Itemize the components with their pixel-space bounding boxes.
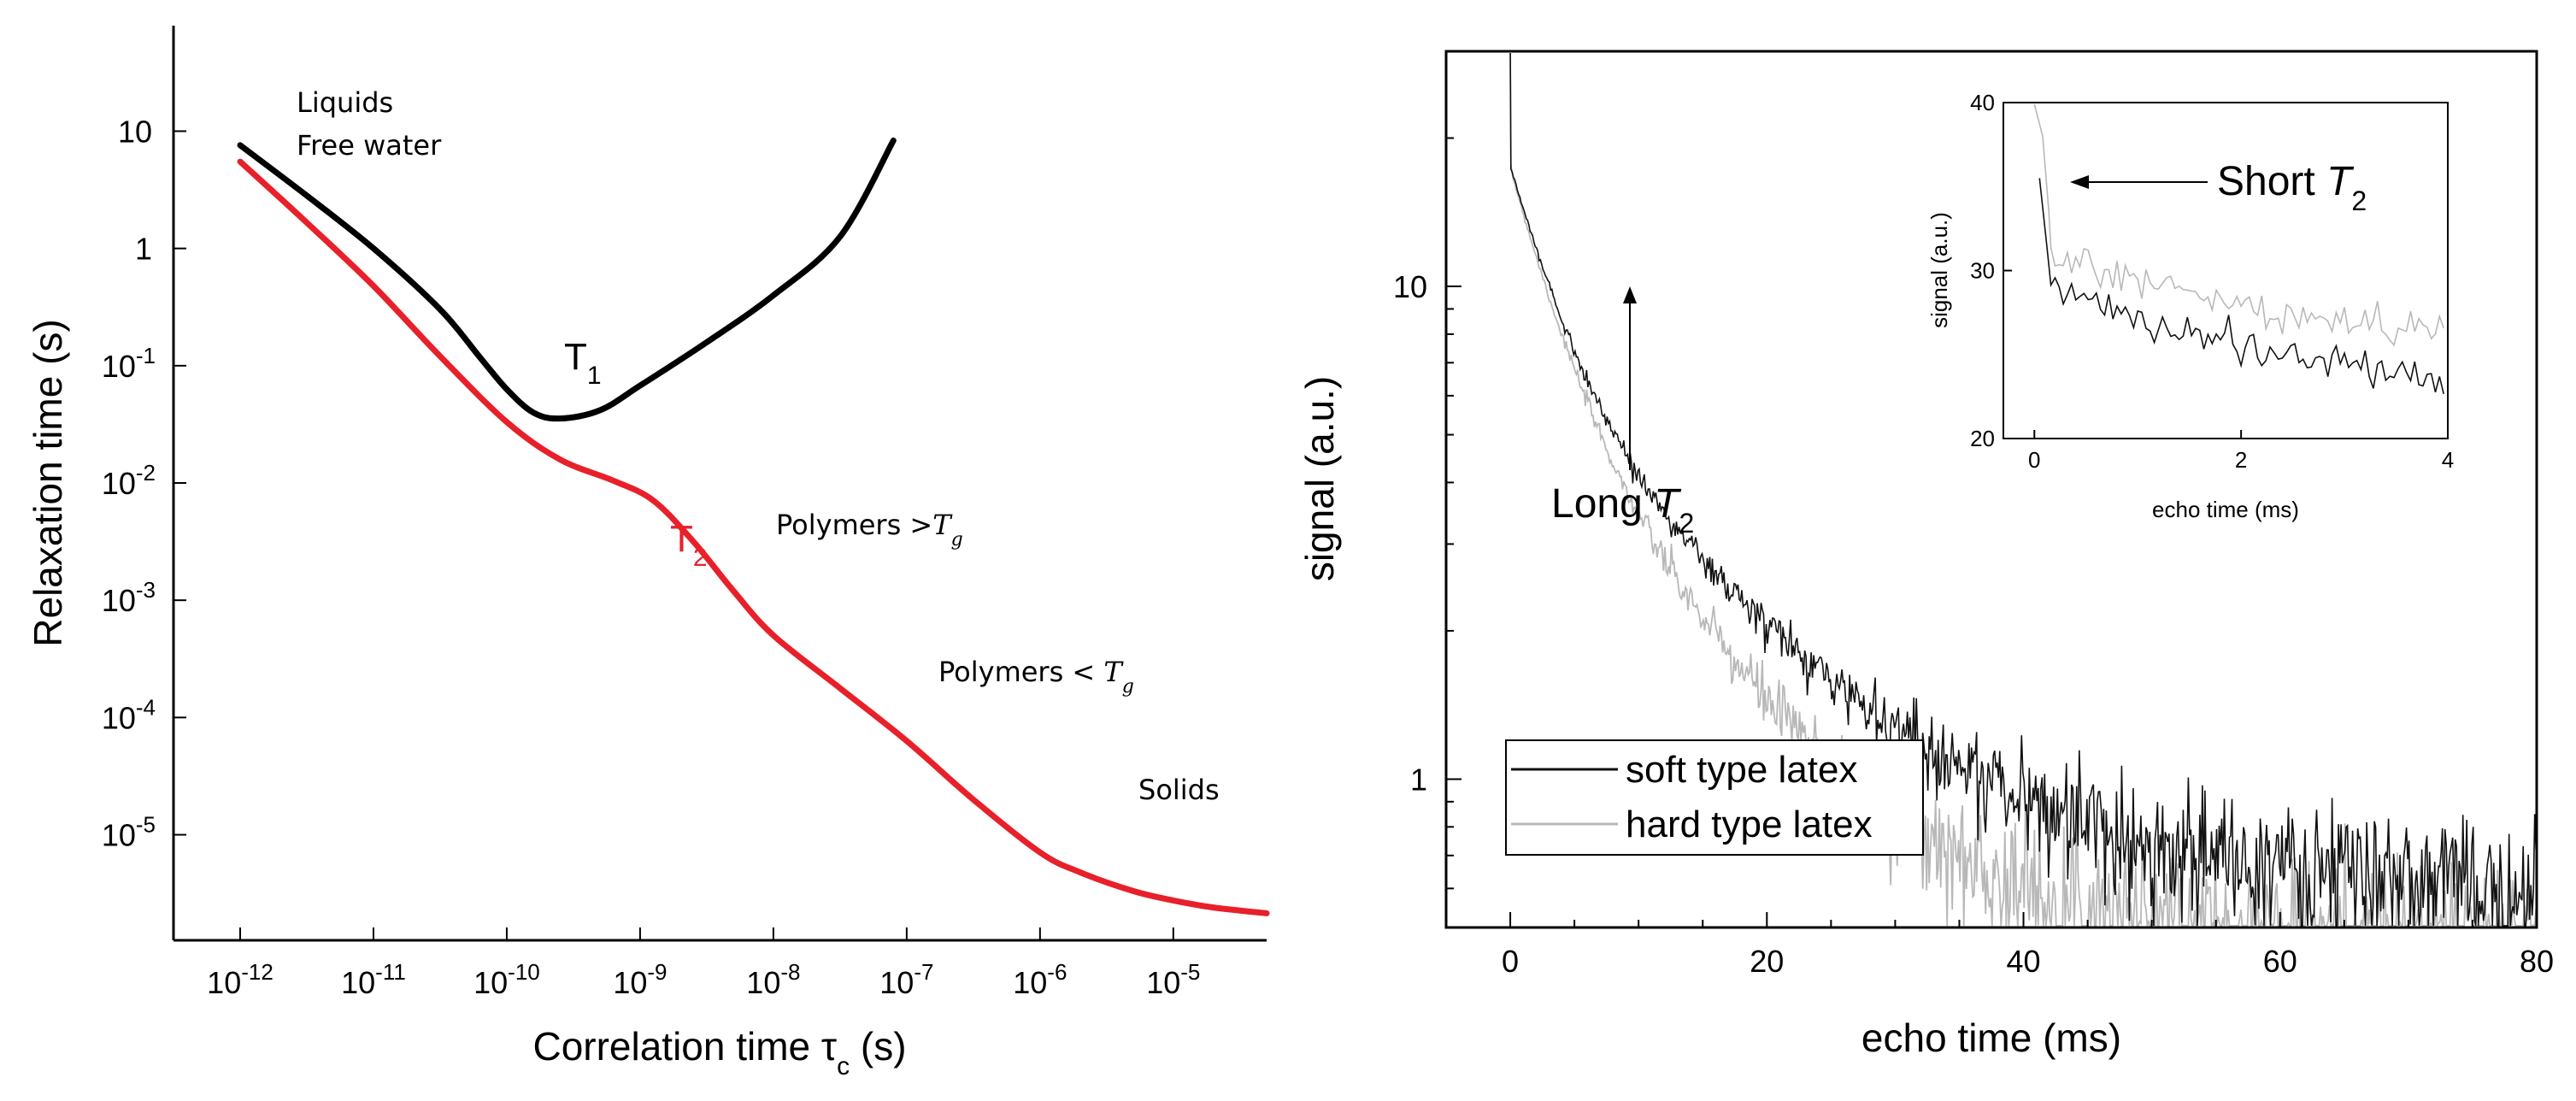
legend: soft type latex hard type latex	[1505, 739, 1924, 856]
y-axis-label: Relaxation time (s)	[26, 319, 70, 646]
x-axis-label: Correlation time τc (s)	[532, 1024, 906, 1080]
y-tick-label: 10-5	[102, 812, 156, 853]
y-tick-label: 10	[118, 114, 152, 149]
signal-y-label: signal (a.u.)	[1297, 376, 1342, 581]
annotation-free-water: Free water	[297, 129, 442, 162]
t1-curve-label: T1	[564, 336, 602, 390]
inset-x-tick-label: 4	[2442, 447, 2454, 473]
x-tick-label: 10-9	[613, 959, 667, 1000]
annotation-liquids: Liquids	[297, 86, 393, 119]
x-tick-label: 10-10	[473, 959, 540, 1000]
inset-y-tick-label: 40	[1970, 90, 1995, 115]
long-t2-label: Long T2	[1551, 481, 1694, 539]
x-tick-label: 10-8	[746, 959, 800, 1000]
legend-label-hard: hard type latex	[1626, 804, 1873, 845]
x-tick-label: 80	[2520, 944, 2554, 979]
y-tick-label: 10-1	[102, 343, 156, 384]
inset-background	[2003, 103, 2448, 439]
legend-box	[1505, 739, 1924, 856]
x-tick-label: 10-6	[1013, 959, 1067, 1000]
x-tick-label: 0	[1502, 944, 1519, 979]
x-tick-label: 10-12	[207, 959, 273, 1000]
x-tick-label: 20	[1750, 944, 1784, 979]
y-tick-label: 10-3	[102, 577, 156, 618]
y-tick-label: 10-4	[102, 694, 156, 735]
annotation-solids: Solids	[1138, 774, 1220, 806]
x-tick-label: 10-5	[1146, 959, 1200, 1000]
inset-y-tick-label: 30	[1970, 258, 1995, 284]
relaxation-time-chart: 10-12 10-11 10-10 10-9 10-8 10-7 10-6 10-5 10 1 10…	[26, 26, 1270, 1080]
y-tick-label: 1	[1410, 762, 1427, 797]
inset-y-tick-label: 20	[1970, 426, 1995, 451]
inset-trace-soft	[2038, 178, 2444, 395]
x-tick-label: 10-7	[879, 959, 933, 1000]
inset-x-tick-label: 0	[2028, 447, 2040, 473]
x-tick-label: 40	[2007, 944, 2041, 979]
inset-trace-hard	[2033, 103, 2444, 347]
inset-x-label: echo time (ms)	[2152, 497, 2299, 522]
trace-soft-latex	[1509, 52, 2537, 927]
curve-t1	[237, 137, 897, 422]
annotation-polymers-below-tg: Polymers < Tg	[938, 656, 1134, 698]
y-tick-label: 1	[135, 232, 152, 267]
annotation-polymers-above-tg: Polymers >Tg	[776, 509, 963, 550]
t2-curve-label: T2	[670, 518, 708, 572]
long-t2-arrowhead	[1623, 286, 1637, 303]
short-t2-label: Short T2	[2217, 159, 2367, 216]
echo-time-x-label: echo time (ms)	[1861, 1016, 2121, 1060]
y-tick-label: 10	[1393, 269, 1427, 304]
right-plot-frame	[1444, 50, 2538, 929]
inset-chart: 0 2 4 20 30 40 signal (a.u.) echo time (ms) S…	[1926, 90, 2454, 522]
legend-label-soft: soft type latex	[1626, 749, 1857, 791]
inset-x-tick-label: 2	[2235, 447, 2247, 473]
y-tick-label: 10-2	[102, 460, 156, 501]
short-t2-arrowhead	[2070, 175, 2089, 189]
x-tick-label: 10-11	[341, 959, 406, 1000]
inset-y-label: signal (a.u.)	[1926, 212, 1952, 328]
curve-t2	[237, 158, 1270, 916]
x-tick-label: 60	[2263, 944, 2297, 979]
